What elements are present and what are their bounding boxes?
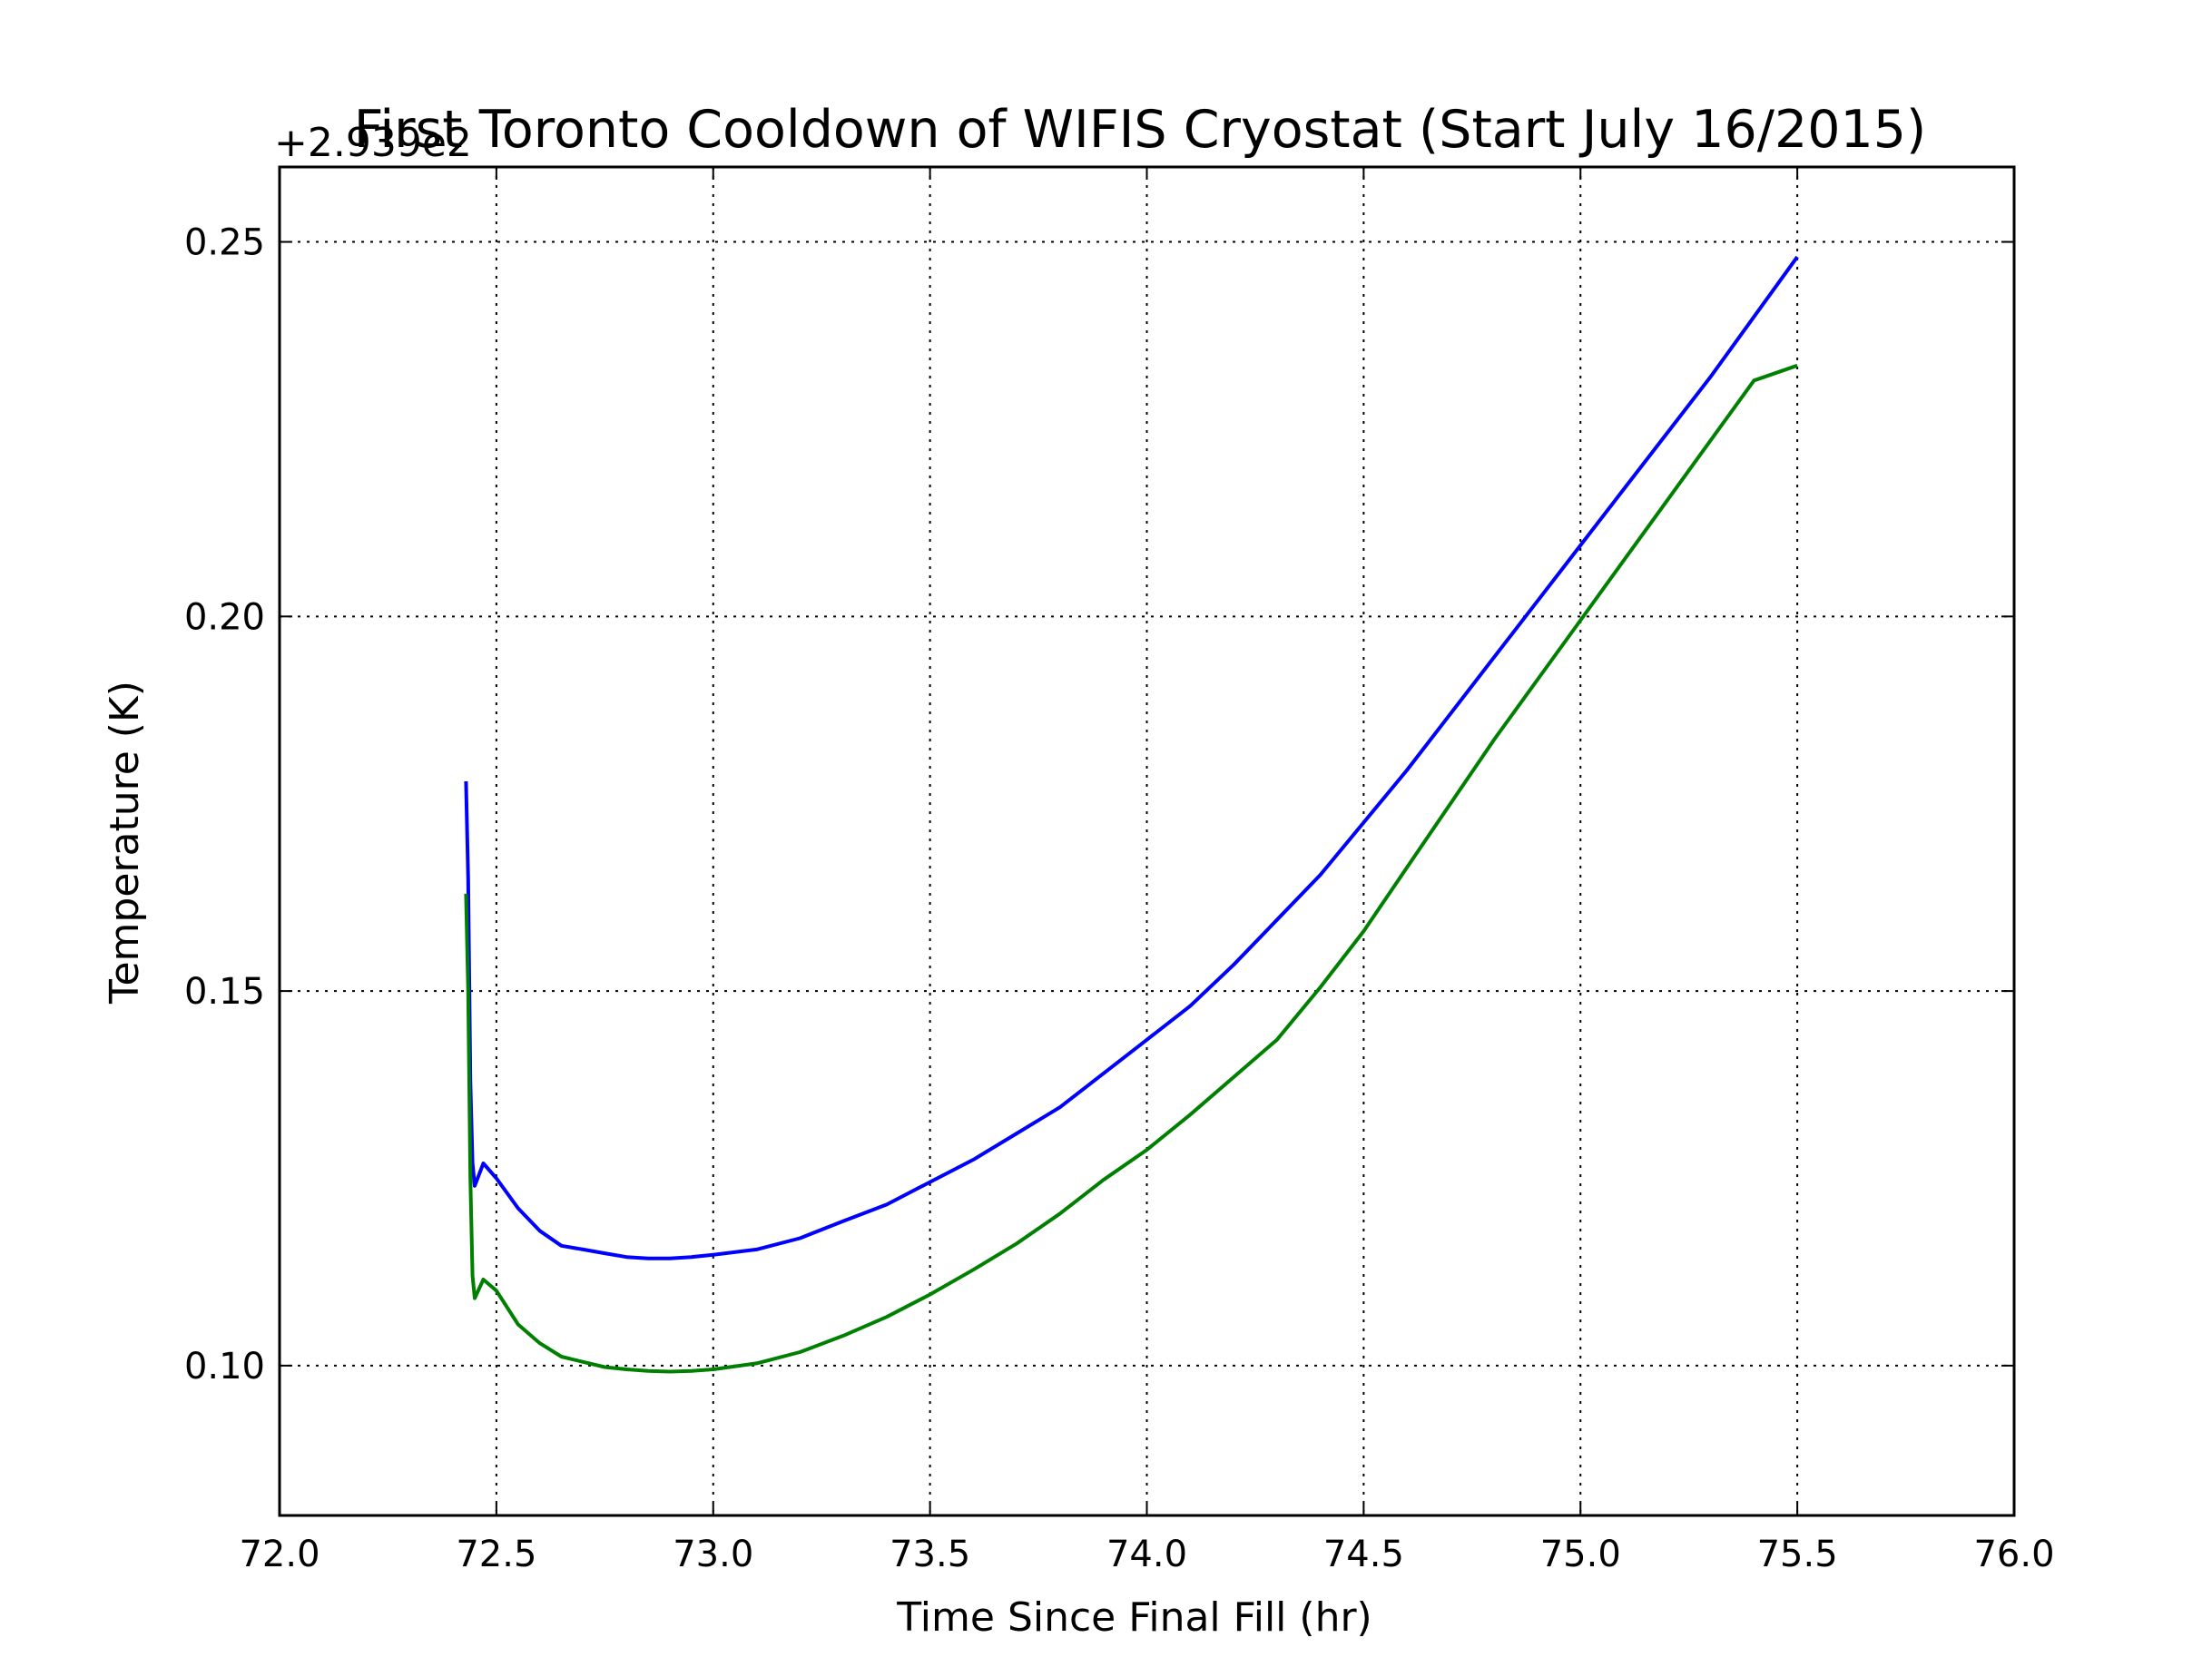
grid-lines [279,167,2015,1515]
y-tick-label: 0.15 [184,971,265,1013]
x-tick-label: 72.0 [239,1534,320,1575]
axis-ticks [279,167,2015,1515]
data-series [464,255,1799,1374]
x-tick-label: 75.5 [1757,1534,1838,1575]
x-tick-label: 75.0 [1540,1534,1621,1575]
series-line-1 [464,255,1799,1260]
chart-title: First Toronto Cooldown of WIFIS Cryostat… [354,100,1927,160]
series-line-2 [464,363,1798,1374]
y-axis-label: Temperature (K) [102,681,148,1005]
x-tick-label: 73.5 [890,1534,970,1575]
x-tick-label: 74.0 [1106,1534,1187,1575]
x-tick-label: 76.0 [1973,1534,2054,1575]
x-tick-label: 74.5 [1323,1534,1404,1575]
y-tick-label: 0.10 [184,1346,265,1388]
y-tick-labels: 0.10 0.15 0.20 0.25 [184,222,265,1388]
x-axis-label: Time Since Final Fill (hr) [896,1594,1371,1641]
y-offset-label: +2.939e2 [274,120,472,166]
y-tick-label: 0.20 [184,596,265,638]
x-tick-labels: 72.0 72.5 73.0 73.5 74.0 74.5 75.0 75.5 76.0 [239,1534,2054,1575]
y-tick-label: 0.25 [184,222,265,264]
x-tick-label: 73.0 [673,1534,753,1575]
x-tick-label: 72.5 [456,1534,536,1575]
